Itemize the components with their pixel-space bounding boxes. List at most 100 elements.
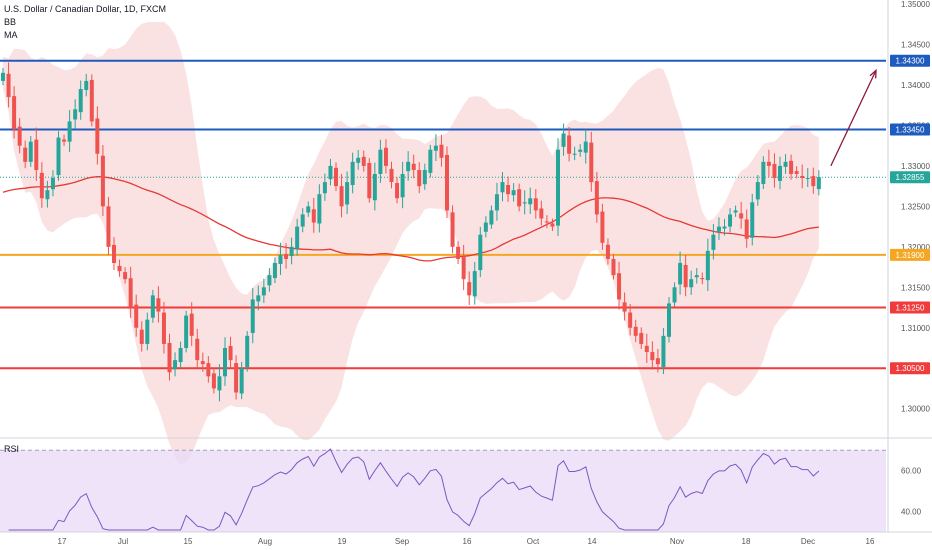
candle-body[interactable] [428,149,433,173]
candle-body[interactable] [278,254,283,264]
candle-body[interactable] [234,363,239,393]
candle-body[interactable] [467,282,472,296]
candle-body[interactable] [661,335,666,368]
candle-body[interactable] [605,244,610,259]
candle-body[interactable] [383,147,388,166]
candle-body[interactable] [62,139,67,142]
candle-body[interactable] [722,226,727,229]
candle-body[interactable] [84,80,89,90]
candle-body[interactable] [217,376,222,391]
candle-body[interactable] [372,173,377,201]
candle-body[interactable] [23,147,28,162]
candle-body[interactable] [772,163,777,179]
candle-body[interactable] [173,360,178,370]
candle-body[interactable] [367,162,372,199]
candle-body[interactable] [89,79,94,122]
candle-body[interactable] [750,202,755,238]
candle-body[interactable] [167,342,172,373]
candle-body[interactable] [550,223,555,227]
candle-body[interactable] [361,156,366,166]
candle-body[interactable] [322,182,327,194]
candle-body[interactable] [567,135,572,154]
candle-body[interactable] [783,161,788,167]
ma-indicator-label[interactable]: MA [4,30,18,40]
candle-body[interactable] [794,171,799,174]
candle-body[interactable] [522,202,527,204]
candle-body[interactable] [639,332,644,344]
candle-body[interactable] [106,206,111,247]
candle-body[interactable] [439,144,444,158]
candle-body[interactable] [622,302,627,312]
candle-body[interactable] [56,137,61,176]
candle-body[interactable] [689,279,694,288]
candle-body[interactable] [45,190,50,200]
candle-body[interactable] [744,219,749,239]
candle-body[interactable] [350,161,355,185]
candle-body[interactable] [261,287,266,296]
candle-body[interactable] [184,315,189,348]
candle-body[interactable] [245,335,250,368]
candle-body[interactable] [311,209,316,223]
candle-body[interactable] [678,263,683,285]
rsi-indicator-label[interactable]: RSI [4,444,20,454]
candle-body[interactable] [644,345,649,353]
candle-body[interactable] [655,358,660,365]
candle-body[interactable] [805,178,810,180]
candle-body[interactable] [506,184,511,195]
candle-body[interactable] [594,181,599,215]
candle-body[interactable] [339,186,344,207]
candle-body[interactable] [112,244,116,264]
candle-body[interactable] [739,213,744,219]
candle-body[interactable] [334,167,338,187]
candle-body[interactable] [600,211,605,243]
candle-body[interactable] [561,133,566,147]
candle-body[interactable] [178,347,183,363]
candle-body[interactable] [128,278,133,308]
candle-body[interactable] [295,226,300,249]
candle-body[interactable] [289,246,294,257]
candle-body[interactable] [406,161,411,172]
candle-body[interactable] [500,182,505,193]
candle-body[interactable] [716,226,721,232]
candle-body[interactable] [195,338,200,361]
candle-body[interactable] [67,121,72,142]
candle-body[interactable] [544,221,549,223]
candle-body[interactable] [511,190,516,196]
candle-body[interactable] [478,234,483,271]
candle-body[interactable] [306,206,311,213]
candle-body[interactable] [711,234,716,250]
candle-body[interactable] [78,89,83,113]
candle-body[interactable] [556,149,560,226]
candle-body[interactable] [700,278,705,280]
candle-body[interactable] [633,326,638,336]
candle-body[interactable] [733,210,738,213]
candle-body[interactable] [667,303,671,337]
projection-arrow[interactable] [830,70,877,167]
candle-body[interactable] [755,182,760,200]
candle-body[interactable] [489,210,494,225]
candle-body[interactable] [650,352,655,361]
candle-body[interactable] [539,208,544,219]
candle-body[interactable] [378,149,383,174]
candle-body[interactable] [200,361,205,365]
candle-body[interactable] [134,304,139,328]
candle-body[interactable] [617,273,622,300]
candle-body[interactable] [456,246,461,259]
candle-body[interactable] [6,73,11,98]
candle-body[interactable] [50,178,55,190]
candle-body[interactable] [572,153,577,155]
candle-body[interactable] [256,295,261,302]
candle-body[interactable] [39,172,44,199]
candle-body[interactable] [728,214,733,227]
candle-body[interactable] [28,141,33,162]
candle-body[interactable] [417,169,422,187]
candle-body[interactable] [789,160,794,174]
candle-body[interactable] [472,271,477,297]
candle-body[interactable] [250,299,255,333]
candle-body[interactable] [145,319,150,344]
candle-body[interactable] [816,177,821,190]
candle-body[interactable] [123,272,128,280]
candle-body[interactable] [150,295,155,318]
candle-body[interactable] [317,194,322,224]
